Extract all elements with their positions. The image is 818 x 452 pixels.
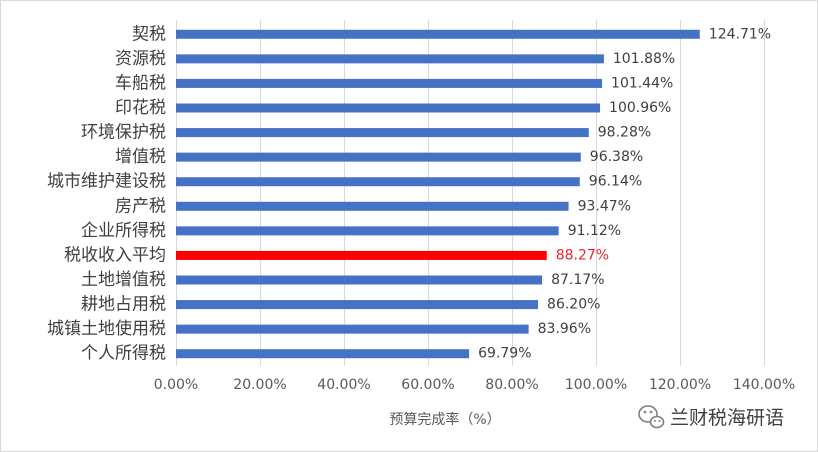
category-label-2: 资源税	[115, 49, 166, 69]
wechat-icon	[638, 405, 665, 429]
data-label-9: 91.12%	[568, 223, 621, 239]
data-label-8: 93.47%	[578, 198, 631, 214]
data-label-12: 86.20%	[547, 297, 600, 313]
category-label-5: 环境保护税	[81, 123, 166, 143]
bar-1	[176, 29, 700, 39]
x-tick-label-7: 120.00%	[649, 377, 711, 393]
category-label-9: 企业所得税	[81, 221, 166, 241]
bar-14	[176, 349, 470, 359]
data-label-1: 124.71%	[709, 26, 771, 42]
x-tick-label-4: 60.00%	[401, 377, 454, 393]
category-label-14: 个人所得税	[81, 344, 166, 364]
bar-6	[176, 152, 581, 162]
bar-13	[176, 324, 529, 334]
category-label-3: 车船税	[115, 73, 166, 93]
data-label-13: 83.96%	[538, 321, 591, 337]
category-label-8: 房产税	[115, 196, 166, 216]
data-label-14: 69.79%	[478, 346, 531, 362]
x-tick-label-2: 20.00%	[233, 377, 286, 393]
x-axis-title: 预算完成率（%）	[389, 411, 500, 428]
data-label-2: 101.88%	[613, 51, 675, 67]
data-label-7: 96.14%	[589, 174, 642, 190]
data-label-3: 101.44%	[611, 75, 673, 91]
watermark-text: 兰财税海研语	[670, 407, 784, 429]
x-tick-label-5: 80.00%	[485, 377, 538, 393]
data-label-10: 88.27%	[556, 247, 609, 263]
category-label-6: 增值税	[115, 147, 166, 167]
data-label-5: 98.28%	[598, 125, 651, 141]
data-label-11: 87.17%	[551, 272, 604, 288]
bar-11	[176, 275, 543, 285]
bars	[176, 29, 700, 359]
x-tick-label-6: 100.00%	[565, 377, 627, 393]
x-tick-labels: 0.00% 20.00% 40.00% 60.00% 80.00% 100.00% 120.…	[154, 377, 795, 393]
data-labels: 124.71% 101.88% 101.44% 100.96% 98.28% 96.38%…	[478, 26, 771, 361]
x-tick-label-3: 40.00%	[317, 377, 370, 393]
watermark: 兰财税海研语	[638, 405, 784, 429]
x-tick-label-1: 0.00%	[154, 377, 198, 393]
category-label-13: 城镇土地使用税	[47, 318, 166, 339]
bar-10	[176, 250, 547, 260]
bar-7	[176, 177, 580, 187]
bar-5	[176, 128, 589, 138]
bar-8	[176, 201, 569, 211]
category-label-11: 土地增值税	[81, 270, 166, 290]
bar-4	[176, 103, 601, 113]
category-label-12: 耕地占用税	[81, 295, 166, 315]
bar-9	[176, 226, 559, 236]
category-labels: 契税资源税车船税印花税环境保护税增值税城市维护建设税房产税企业所得税税收收入平均…	[47, 24, 166, 363]
bar-2	[176, 54, 604, 64]
bar-12	[176, 300, 539, 310]
x-tick-label-8: 140.00%	[733, 377, 795, 393]
bar-3	[176, 78, 603, 88]
category-label-7: 城市维护建设税	[47, 172, 166, 192]
data-label-4: 100.96%	[609, 100, 671, 116]
category-label-4: 印花税	[115, 98, 166, 118]
category-label-10: 税收收入平均	[64, 245, 166, 265]
category-label-1: 契税	[132, 24, 166, 44]
data-label-6: 96.38%	[590, 149, 643, 165]
